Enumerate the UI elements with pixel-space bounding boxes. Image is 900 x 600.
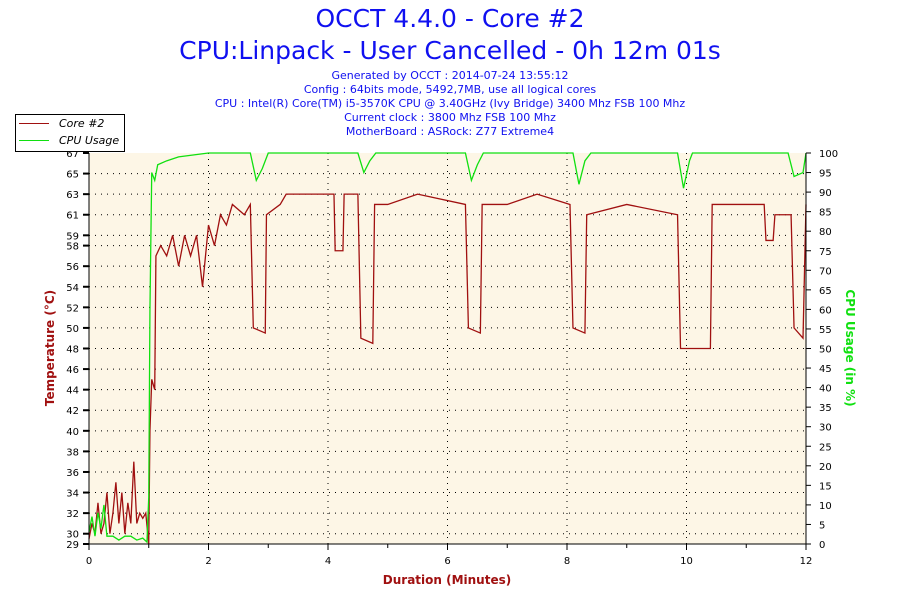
info-motherboard: MotherBoard : ASRock: Z77 Extreme4 [345, 125, 555, 138]
y2-tick-label: 10 [819, 501, 832, 512]
y-tick-label: 32 [66, 509, 79, 520]
y-tick-label: 48 [66, 345, 79, 356]
y-tick-label: 44 [66, 386, 79, 397]
chart-title: OCCT 4.4.0 - Core #2 [315, 4, 585, 33]
y2-tick-label: 80 [819, 227, 832, 238]
y2-tick-label: 75 [819, 247, 832, 258]
y2-tick-label: 30 [819, 423, 832, 434]
legend-swatch-core [19, 123, 49, 124]
y-tick-label: 36 [66, 468, 79, 479]
y-tick-label: 63 [66, 190, 79, 201]
y-tick-label: 59 [66, 231, 79, 242]
y2-tick-label: 60 [819, 305, 832, 316]
y-tick-label: 54 [66, 283, 79, 294]
info-config: Config : 64bits mode, 5492,7MB, use all … [303, 83, 597, 96]
info-block: Generated by OCCT : 2014-07-24 13:55:12 … [0, 69, 900, 139]
y-tick-label: 67 [66, 149, 79, 160]
y-tick-label: 34 [66, 489, 79, 500]
y-tick-label: 52 [66, 303, 79, 314]
legend: Core #2 CPU Usage [15, 114, 125, 152]
info-clock: Current clock : 3800 Mhz FSB 100 Mhz [344, 111, 556, 124]
y2-tick-label: 70 [819, 266, 832, 277]
x-tick-label: 10 [680, 556, 693, 567]
y-tick-label: 61 [66, 211, 79, 222]
y2-tick-label: 20 [819, 462, 832, 473]
chart-subtitle: CPU:Linpack - User Cancelled - 0h 12m 01… [179, 36, 721, 65]
y-axis-label: Temperature (°C) [43, 290, 57, 406]
y2-tick-label: 40 [819, 384, 832, 395]
y2-tick-label: 95 [819, 169, 832, 180]
legend-swatch-cpu [19, 140, 49, 141]
y2-tick-label: 50 [819, 345, 832, 356]
x-tick-label: 2 [205, 556, 211, 567]
info-generated: Generated by OCCT : 2014-07-24 13:55:12 [331, 69, 569, 82]
y-tick-label: 30 [66, 530, 79, 541]
x-axis-label: Duration (Minutes) [383, 573, 511, 587]
series-line-core-2 [88, 193, 807, 545]
y-tick-label: 29 [66, 540, 79, 551]
y2-tick-label: 25 [819, 442, 832, 453]
y-tick-label: 58 [66, 242, 79, 253]
y2-tick-label: 0 [819, 540, 825, 551]
y-tick-label: 40 [66, 427, 79, 438]
y2-tick-label: 55 [819, 325, 832, 336]
y2-tick-label: 35 [819, 403, 832, 414]
x-tick-label: 12 [800, 556, 813, 567]
y-tick-label: 56 [66, 262, 79, 273]
y-tick-label: 46 [66, 365, 79, 376]
x-tick-label: 0 [86, 556, 92, 567]
y2-axis-label: CPU Usage (in %) [843, 289, 857, 406]
y2-tick-label: 15 [819, 481, 832, 492]
y2-tick-label: 90 [819, 188, 832, 199]
y2-tick-label: 65 [819, 286, 832, 297]
y-tick-label: 38 [66, 447, 79, 458]
y2-tick-label: 85 [819, 208, 832, 219]
y2-tick-label: 5 [819, 520, 825, 531]
info-cpu: CPU : Intel(R) Core(TM) i5-3570K CPU @ 3… [214, 97, 686, 110]
series-line-cpu-usage [88, 152, 807, 544]
y-tick-label: 65 [66, 170, 79, 181]
x-tick-label: 8 [564, 556, 570, 567]
x-tick-label: 4 [325, 556, 331, 567]
x-tick-label: 6 [444, 556, 450, 567]
y2-tick-label: 45 [819, 364, 832, 375]
y-tick-label: 50 [66, 324, 79, 335]
legend-item-cpu: CPU Usage [16, 132, 124, 149]
y2-tick-label: 100 [819, 149, 838, 160]
legend-item-core: Core #2 [16, 115, 124, 132]
y-tick-label: 42 [66, 406, 79, 417]
